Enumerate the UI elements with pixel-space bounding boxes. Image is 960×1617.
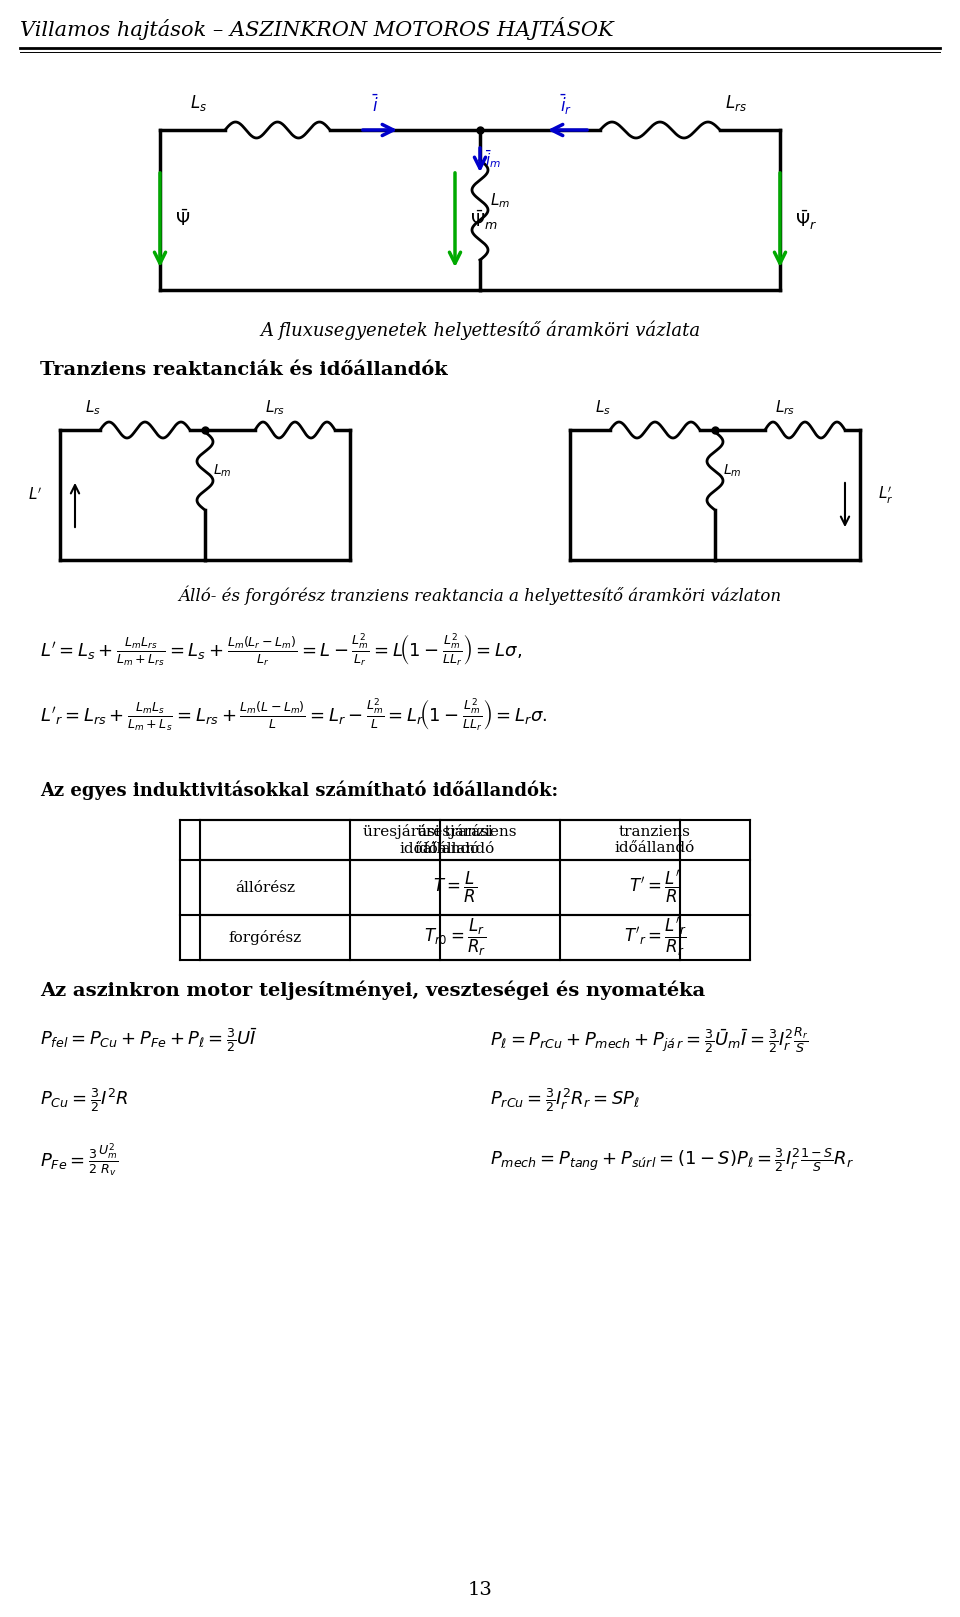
Text: $L_s$: $L_s$ <box>85 398 101 417</box>
Text: Tranziens reaktanciák és időállandók: Tranziens reaktanciák és időállandók <box>40 361 447 378</box>
Text: $T' = \dfrac{L'}{R}$: $T' = \dfrac{L'}{R}$ <box>629 868 681 906</box>
Text: $L_m$: $L_m$ <box>213 462 231 479</box>
Text: $L_s$: $L_s$ <box>190 94 207 113</box>
Text: A fluxusegyenetek helyettesítő áramköri vázlata: A fluxusegyenetek helyettesítő áramköri … <box>260 320 700 340</box>
Text: $P_\ell = P_{rCu} + P_{mech} + P_{já\,r} = \frac{3}{2} \bar{U}_m \bar{I} = \frac: $P_\ell = P_{rCu} + P_{mech} + P_{já\,r}… <box>490 1025 808 1054</box>
Text: $L' = L_s + \frac{L_m L_{rs}}{L_m + L_{rs}} = L_s + \frac{L_m(L_r - L_m)}{L_r} =: $L' = L_s + \frac{L_m L_{rs}}{L_m + L_{r… <box>40 632 522 668</box>
Text: üresjárási tranziens
időállandó: üresjárási tranziens időállandó <box>363 825 516 855</box>
Text: $\bar{i}_m$: $\bar{i}_m$ <box>485 147 501 170</box>
Text: Az aszinkron motor teljesítményei, veszteségei és nyomatéka: Az aszinkron motor teljesítményei, veszt… <box>40 980 706 999</box>
Text: $L_r'$: $L_r'$ <box>878 485 894 506</box>
Text: tranziens
időállandó: tranziens időállandó <box>614 825 695 855</box>
Text: $T'_r = \dfrac{L'_r}{R_r}$: $T'_r = \dfrac{L'_r}{R_r}$ <box>624 915 686 959</box>
Text: $T_{r0} = \dfrac{L_r}{R_r}$: $T_{r0} = \dfrac{L_r}{R_r}$ <box>424 917 486 959</box>
Text: $P_{rCu} = \frac{3}{2} I_r^2 R_r = SP_\ell$: $P_{rCu} = \frac{3}{2} I_r^2 R_r = SP_\e… <box>490 1087 639 1114</box>
Text: $P_{fel} = P_{Cu} + P_{Fe} + P_\ell = \frac{3}{2} U \bar{I}$: $P_{fel} = P_{Cu} + P_{Fe} + P_\ell = \f… <box>40 1027 257 1054</box>
Text: $T = \dfrac{L}{R}$: $T = \dfrac{L}{R}$ <box>433 870 477 906</box>
Text: Az egyes induktivitásokkal számítható időállandók:: Az egyes induktivitásokkal számítható id… <box>40 781 558 800</box>
Text: $L'$: $L'$ <box>28 487 42 503</box>
Text: $P_{Fe} = \frac{3}{2} \frac{U_m^2}{R_v}$: $P_{Fe} = \frac{3}{2} \frac{U_m^2}{R_v}$ <box>40 1142 119 1179</box>
Text: $P_{Cu} = \frac{3}{2} I^2 R$: $P_{Cu} = \frac{3}{2} I^2 R$ <box>40 1087 129 1114</box>
Text: állórész: állórész <box>235 881 295 894</box>
Text: Villamos hajtások – ASZINKRON MOTOROS HAJTÁSOK: Villamos hajtások – ASZINKRON MOTOROS HA… <box>20 16 613 39</box>
Text: üresjárási
időállandó: üresjárási időállandó <box>415 825 495 855</box>
Text: $P_{mech} = P_{tang} + P_{súrl} = (1-S)P_\ell = \frac{3}{2} I_r^2 \frac{1-S}{S} : $P_{mech} = P_{tang} + P_{súrl} = (1-S)P… <box>490 1146 854 1174</box>
Text: $\bar{\Psi}_r$: $\bar{\Psi}_r$ <box>795 209 817 231</box>
Text: $\bar{\Psi}_m$: $\bar{\Psi}_m$ <box>470 209 498 231</box>
Text: forgórész: forgórész <box>228 930 301 944</box>
Text: $L_{rs}$: $L_{rs}$ <box>725 94 747 113</box>
Text: $\bar{i}$: $\bar{i}$ <box>372 94 379 116</box>
Text: $L_m$: $L_m$ <box>723 462 741 479</box>
Text: $\bar{\Psi}$: $\bar{\Psi}$ <box>175 210 190 230</box>
Text: $L_{rs}$: $L_{rs}$ <box>265 398 285 417</box>
Text: $L_m$: $L_m$ <box>490 191 510 210</box>
Text: 13: 13 <box>468 1581 492 1599</box>
Text: $L_s$: $L_s$ <box>595 398 611 417</box>
Text: Álló- és forgórész tranziens reaktancia a helyettesítő áramköri vázlaton: Álló- és forgórész tranziens reaktancia … <box>179 585 781 605</box>
Text: $L_{rs}$: $L_{rs}$ <box>775 398 795 417</box>
Text: $\bar{i}_r$: $\bar{i}_r$ <box>560 92 572 116</box>
Text: $L'_r = L_{rs} + \frac{L_m L_s}{L_m + L_s} = L_{rs} + \frac{L_m(L - L_m)}{L} = L: $L'_r = L_{rs} + \frac{L_m L_s}{L_m + L_… <box>40 697 547 734</box>
